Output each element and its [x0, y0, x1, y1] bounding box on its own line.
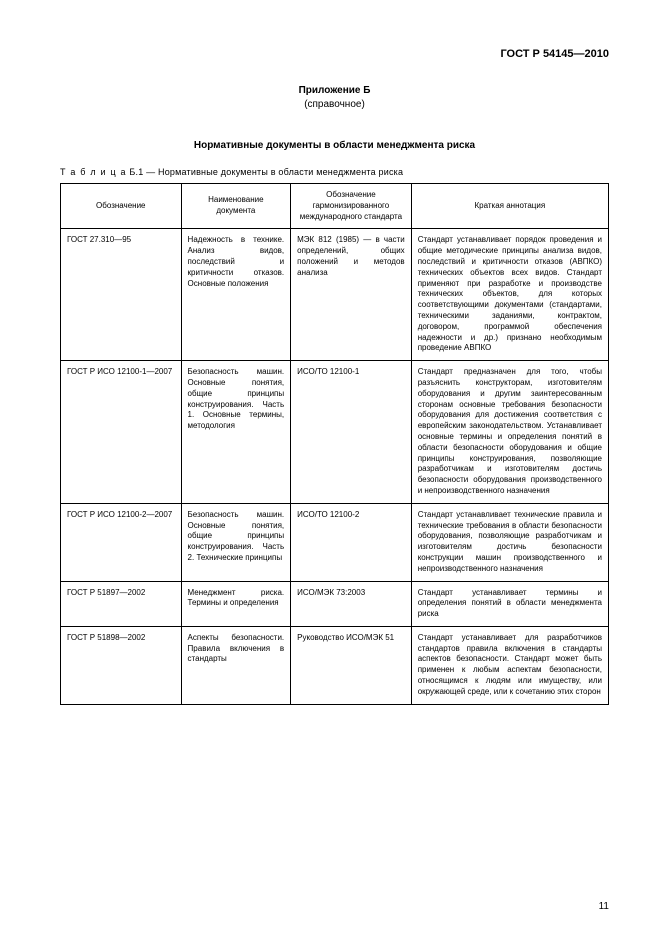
cell-code: ГОСТ Р 51897—2002: [61, 581, 182, 626]
cell-intl: ИСО/ТО 12100-2: [291, 503, 412, 581]
cell-annotation: Стандарт предназначен для того, чтобы ра…: [411, 361, 608, 504]
cell-annotation: Стандарт устанавливает для разработчиков…: [411, 626, 608, 704]
cell-code: ГОСТ Р 51898—2002: [61, 626, 182, 704]
appendix-title: Приложение Б: [60, 84, 609, 98]
cell-intl: МЭК 812 (1985) — в части определений, об…: [291, 229, 412, 361]
cell-annotation: Стандарт устанавливает термины и определ…: [411, 581, 608, 626]
cell-name: Безопасность машин. Основные понятия, об…: [181, 361, 291, 504]
cell-name: Менеджмент риска. Термины и определения: [181, 581, 291, 626]
col-header-annotation: Краткая аннотация: [411, 184, 608, 229]
cell-name: Аспекты безопасности. Правила включения …: [181, 626, 291, 704]
table-row: ГОСТ Р ИСО 12100-2—2007 Безопасность маш…: [61, 503, 609, 581]
cell-intl: ИСО/ТО 12100-1: [291, 361, 412, 504]
appendix-note: (справочное): [60, 98, 609, 112]
cell-name: Надежность в технике. Анализ видов, посл…: [181, 229, 291, 361]
cell-code: ГОСТ Р ИСО 12100-1—2007: [61, 361, 182, 504]
appendix-block: Приложение Б (справочное): [60, 84, 609, 112]
cell-intl: ИСО/МЭК 73:2003: [291, 581, 412, 626]
col-header-code: Обозначение: [61, 184, 182, 229]
document-code: ГОСТ Р 54145—2010: [60, 48, 609, 60]
standards-table: Обозначение Наименование документа Обозн…: [60, 183, 609, 705]
table-row: ГОСТ Р ИСО 12100-1—2007 Безопасность маш…: [61, 361, 609, 504]
cell-code: ГОСТ Р ИСО 12100-2—2007: [61, 503, 182, 581]
cell-intl: Руководство ИСО/МЭК 51: [291, 626, 412, 704]
cell-annotation: Стандарт устанавливает порядок проведени…: [411, 229, 608, 361]
cell-code: ГОСТ 27.310—95: [61, 229, 182, 361]
col-header-name: Наименование документа: [181, 184, 291, 229]
cell-annotation: Стандарт устанавливает технические прави…: [411, 503, 608, 581]
table-row: ГОСТ 27.310—95 Надежность в технике. Ана…: [61, 229, 609, 361]
caption-rest: Б.1 — Нормативные документы в области ме…: [127, 167, 404, 177]
col-header-intl: Обозначение гармонизированного междунаро…: [291, 184, 412, 229]
table-row: ГОСТ Р 51897—2002 Менеджмент риска. Терм…: [61, 581, 609, 626]
page-number: 11: [599, 901, 609, 912]
table-row: ГОСТ Р 51898—2002 Аспекты безопасности. …: [61, 626, 609, 704]
caption-prefix: Т а б л и ц а: [60, 167, 127, 177]
table-header-row: Обозначение Наименование документа Обозн…: [61, 184, 609, 229]
cell-name: Безопасность машин. Основные понятия, об…: [181, 503, 291, 581]
section-title: Нормативные документы в области менеджме…: [60, 140, 609, 151]
table-caption: Т а б л и ц а Б.1 — Нормативные документ…: [60, 167, 609, 177]
